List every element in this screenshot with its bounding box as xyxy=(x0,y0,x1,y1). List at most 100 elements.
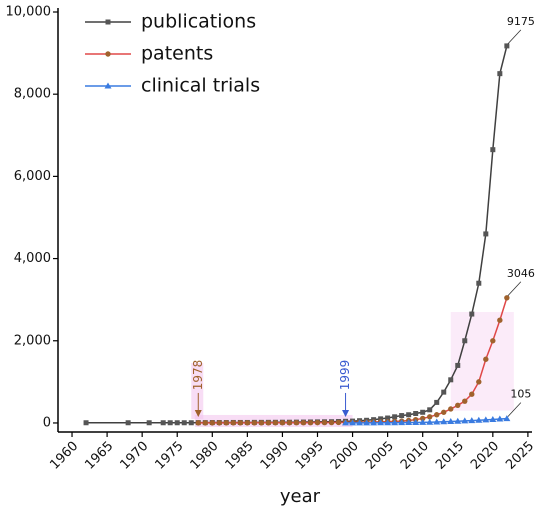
legend-label: publications xyxy=(141,11,256,33)
data-point xyxy=(441,389,447,395)
data-point xyxy=(434,399,440,405)
x-tick-label: 1985 xyxy=(223,439,257,473)
data-point xyxy=(385,415,391,421)
x-tick-label: 1975 xyxy=(153,439,187,473)
data-point xyxy=(468,417,476,424)
data-point xyxy=(279,420,286,426)
data-point xyxy=(160,420,166,426)
data-point xyxy=(216,420,223,426)
data-point xyxy=(455,362,461,368)
x-tick-label: 2020 xyxy=(468,439,502,473)
data-point xyxy=(209,420,215,426)
leader-line xyxy=(507,402,522,417)
data-point xyxy=(426,418,434,425)
data-point xyxy=(497,317,503,323)
data-point xyxy=(441,409,447,415)
leader-line xyxy=(507,281,522,297)
data-point xyxy=(448,377,454,383)
data-point xyxy=(258,420,265,426)
data-point xyxy=(314,419,321,426)
x-tick-label: 1965 xyxy=(82,439,116,473)
data-point xyxy=(496,415,504,422)
data-point xyxy=(286,420,293,426)
x-tick-label: 1990 xyxy=(258,439,292,473)
data-point xyxy=(447,418,455,425)
legend-label: patents xyxy=(141,43,213,65)
data-point xyxy=(434,412,440,418)
data-point xyxy=(349,419,357,426)
data-point xyxy=(272,420,279,426)
data-point xyxy=(181,420,187,426)
data-point xyxy=(412,418,420,425)
x-axis-title: year xyxy=(280,486,321,507)
data-point xyxy=(462,338,468,344)
data-point xyxy=(475,416,483,423)
data-point xyxy=(476,379,482,385)
data-point xyxy=(342,419,350,426)
data-point xyxy=(293,420,300,426)
data-point xyxy=(167,420,173,426)
data-point xyxy=(504,295,510,301)
data-point xyxy=(440,418,448,425)
data-point xyxy=(469,391,475,397)
data-point xyxy=(483,231,489,237)
data-point xyxy=(469,311,475,317)
y-tick-label: 2,000 xyxy=(14,333,51,348)
data-point xyxy=(448,406,454,412)
data-point xyxy=(244,420,251,426)
data-label: 9175 xyxy=(507,15,535,28)
data-point xyxy=(300,420,307,426)
y-tick-label: 4,000 xyxy=(14,251,51,266)
data-point xyxy=(146,420,152,426)
x-tick-label: 1995 xyxy=(293,439,327,473)
data-point xyxy=(307,419,314,426)
data-point xyxy=(503,415,511,422)
data-point xyxy=(384,419,392,426)
data-point xyxy=(476,280,482,286)
data-point xyxy=(223,420,230,426)
x-tick-label: 2015 xyxy=(433,439,467,473)
data-point xyxy=(461,417,469,424)
x-tick-label: 2005 xyxy=(363,439,397,473)
data-point xyxy=(105,51,111,57)
legend-label: clinical trials xyxy=(141,75,260,97)
data-point xyxy=(174,420,180,426)
data-point xyxy=(83,420,89,426)
data-point xyxy=(420,409,426,415)
data-label: 3046 xyxy=(507,267,535,280)
y-tick-label: 0 xyxy=(43,415,51,430)
data-point xyxy=(419,415,426,422)
data-point xyxy=(497,71,503,77)
y-tick-label: 8,000 xyxy=(14,87,51,102)
y-tick-label: 6,000 xyxy=(14,169,51,184)
data-point xyxy=(398,419,406,426)
data-point xyxy=(230,420,237,426)
data-point xyxy=(356,419,364,426)
data-point xyxy=(237,420,244,426)
highlight xyxy=(450,312,514,411)
highlight xyxy=(191,362,204,419)
x-tick-label: 2000 xyxy=(328,439,362,473)
data-point xyxy=(363,419,371,426)
x-tick-label: 1980 xyxy=(188,439,222,473)
annotation-label: 1978 xyxy=(191,360,205,391)
data-point xyxy=(490,147,496,153)
data-point xyxy=(489,415,497,422)
x-tick-label: 2010 xyxy=(398,439,432,473)
data-point xyxy=(392,414,398,420)
data-point xyxy=(483,356,489,362)
data-point xyxy=(195,420,201,426)
data-point xyxy=(251,420,258,426)
data-point xyxy=(377,419,385,426)
data-point xyxy=(105,19,111,25)
data-point xyxy=(405,419,413,426)
data-point xyxy=(413,411,419,417)
arrow-head xyxy=(342,409,350,417)
y-tick-label: 10,000 xyxy=(6,5,52,20)
data-point xyxy=(321,419,328,426)
leader-line xyxy=(507,29,522,45)
data-point xyxy=(202,420,208,426)
data-point xyxy=(482,416,490,423)
data-point xyxy=(455,402,461,408)
